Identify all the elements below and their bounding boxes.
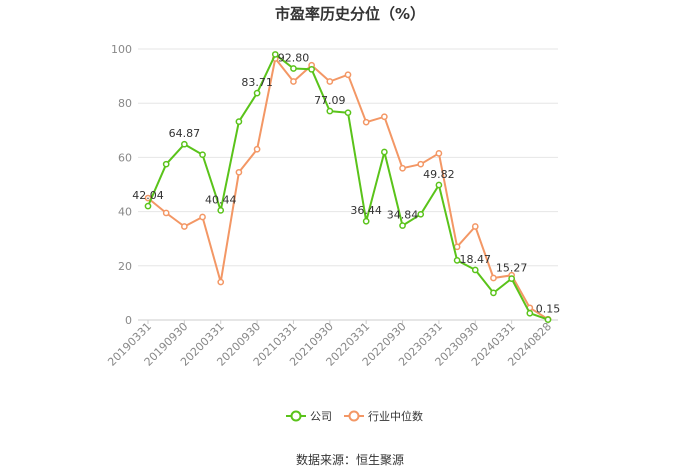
series-line-company (147, 53, 549, 321)
data-source-note: 数据来源：恒生聚源 (295, 453, 404, 467)
data-label: 40.44 (205, 193, 237, 206)
chart-title: 市盈率历史分位（%） (274, 5, 426, 23)
data-point[interactable] (199, 213, 206, 221)
data-point[interactable] (326, 107, 334, 115)
data-point[interactable] (362, 118, 370, 126)
data-point[interactable] (290, 65, 297, 72)
data-point[interactable] (471, 266, 479, 274)
data-point[interactable] (326, 78, 334, 85)
data-point[interactable] (144, 202, 152, 210)
data-point[interactable] (435, 181, 443, 189)
data-point[interactable] (381, 148, 388, 156)
data-point[interactable] (344, 109, 352, 117)
data-point[interactable] (381, 113, 388, 121)
data-label: 92.80 (278, 52, 310, 65)
data-label: 64.87 (169, 127, 201, 140)
data-point[interactable] (417, 210, 425, 218)
data-point[interactable] (235, 168, 243, 176)
legend-label: 公司 (310, 410, 332, 423)
data-point[interactable] (417, 160, 425, 168)
data-label: 83.71 (241, 76, 273, 89)
data-point[interactable] (526, 309, 534, 317)
data-point[interactable] (362, 217, 370, 225)
data-label: 49.82 (423, 168, 455, 181)
data-point[interactable] (508, 275, 515, 282)
data-label: 42.04 (132, 189, 164, 202)
data-point[interactable] (399, 164, 406, 172)
data-point[interactable] (162, 160, 170, 168)
data-point[interactable] (453, 257, 461, 264)
legend-item-company[interactable]: 公司 (286, 410, 332, 423)
data-point[interactable] (490, 289, 497, 297)
data-point[interactable] (162, 209, 170, 217)
data-label: 77.09 (314, 94, 346, 107)
data-point[interactable] (344, 71, 352, 79)
data-point[interactable] (490, 274, 497, 282)
data-point[interactable] (290, 78, 297, 85)
data-label: 18.47 (460, 253, 492, 266)
data-point[interactable] (181, 140, 188, 148)
y-tick-label: 80 (118, 97, 132, 110)
y-tick-label: 20 (118, 260, 132, 273)
data-point[interactable] (544, 316, 552, 323)
data-point[interactable] (471, 223, 479, 230)
data-point[interactable] (217, 278, 225, 286)
data-label: 36.44 (350, 204, 382, 217)
data-point[interactable] (235, 118, 243, 125)
legend-marker-icon (348, 410, 360, 422)
data-label: 15.27 (496, 262, 528, 275)
data-point[interactable] (271, 51, 279, 58)
data-point[interactable] (199, 151, 206, 159)
y-tick-label: 60 (118, 151, 132, 164)
legend-item-industry-median[interactable]: 行业中位数 (344, 409, 423, 423)
y-tick-label: 0 (125, 314, 132, 327)
legend-label: 行业中位数 (368, 409, 423, 423)
data-label: 0.15 (536, 303, 561, 316)
data-label: 34.84 (387, 209, 419, 222)
series-line-industry-median (147, 57, 549, 321)
data-point[interactable] (253, 89, 261, 97)
y-tick-label: 100 (111, 43, 132, 56)
data-point[interactable] (399, 222, 406, 229)
data-point[interactable] (253, 145, 261, 153)
y-tick-label: 40 (118, 206, 132, 219)
data-point[interactable] (217, 207, 225, 214)
data-point[interactable] (435, 149, 443, 157)
data-point[interactable] (181, 223, 188, 230)
legend-marker-icon (290, 410, 302, 422)
data-point[interactable] (308, 65, 315, 73)
